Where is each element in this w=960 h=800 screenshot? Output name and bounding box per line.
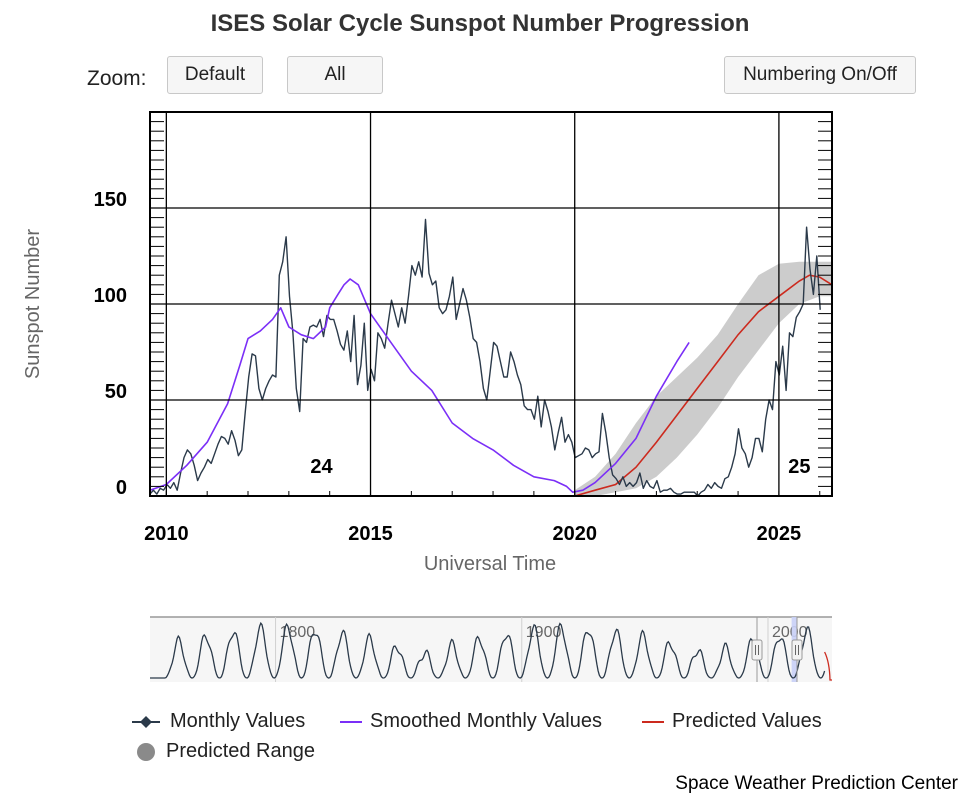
x-tick-label: 2010 [144, 523, 189, 545]
cycle-label: 25 [788, 456, 810, 478]
legend-label-monthly: Monthly Values [170, 710, 306, 732]
legend-label-range: Predicted Range [166, 740, 315, 762]
navigator-left-handle[interactable] [751, 639, 763, 661]
monthly-values-line [150, 218, 821, 496]
navigator-predicted-line [824, 651, 832, 681]
chart-title: ISES Solar Cycle Sunspot Number Progress… [210, 10, 750, 37]
smoothed-legend-icon [340, 720, 362, 723]
x-tick-label: 2015 [348, 523, 393, 545]
predicted-legend-icon [642, 720, 664, 723]
y-tick-label: 50 [105, 381, 127, 403]
x-tick-label: 2020 [552, 523, 597, 545]
legend: Monthly Values Smoothed Monthly Values P… [130, 708, 850, 768]
legend-label-smoothed: Smoothed Monthly Values [370, 710, 602, 732]
navigator-right-handle[interactable] [791, 639, 803, 661]
x-tick-label: 2025 [757, 523, 802, 545]
y-tick-label: 150 [94, 189, 127, 211]
legend-item-monthly[interactable]: Monthly Values [130, 710, 305, 733]
range-legend-icon [137, 742, 155, 761]
monthly-legend-icon [132, 715, 160, 728]
plot-series-group [150, 218, 832, 496]
smoothed-values-line [150, 278, 690, 494]
navigator-tick-label: 1900 [526, 624, 562, 641]
predicted-range-band [574, 261, 832, 496]
legend-item-predicted[interactable]: Predicted Values [640, 710, 822, 733]
cycle-label: 24 [310, 456, 333, 478]
legend-item-range[interactable]: Predicted Range [136, 740, 315, 763]
navigator-background [150, 617, 832, 682]
zoom-default-button[interactable]: Default [167, 56, 263, 94]
y-tick-label: 100 [94, 285, 127, 307]
legend-label-predicted: Predicted Values [672, 710, 822, 732]
x-axis-title: Universal Time [424, 553, 556, 575]
plot-frame [149, 111, 833, 497]
navigator-series-line [150, 621, 826, 679]
zoom-label: Zoom: [87, 67, 147, 90]
y-axis-title: Sunspot Number [22, 229, 44, 379]
navigator-tick-label: 2000 [772, 624, 808, 641]
credit-text: Space Weather Prediction Center [675, 773, 958, 794]
legend-item-smoothed[interactable]: Smoothed Monthly Values [338, 710, 602, 733]
y-tick-label: 0 [116, 477, 127, 499]
numbering-toggle-button[interactable]: Numbering On/Off [724, 56, 916, 94]
navigator: 1800 1900 2000 [150, 616, 832, 682]
zoom-all-button[interactable]: All [287, 56, 383, 94]
